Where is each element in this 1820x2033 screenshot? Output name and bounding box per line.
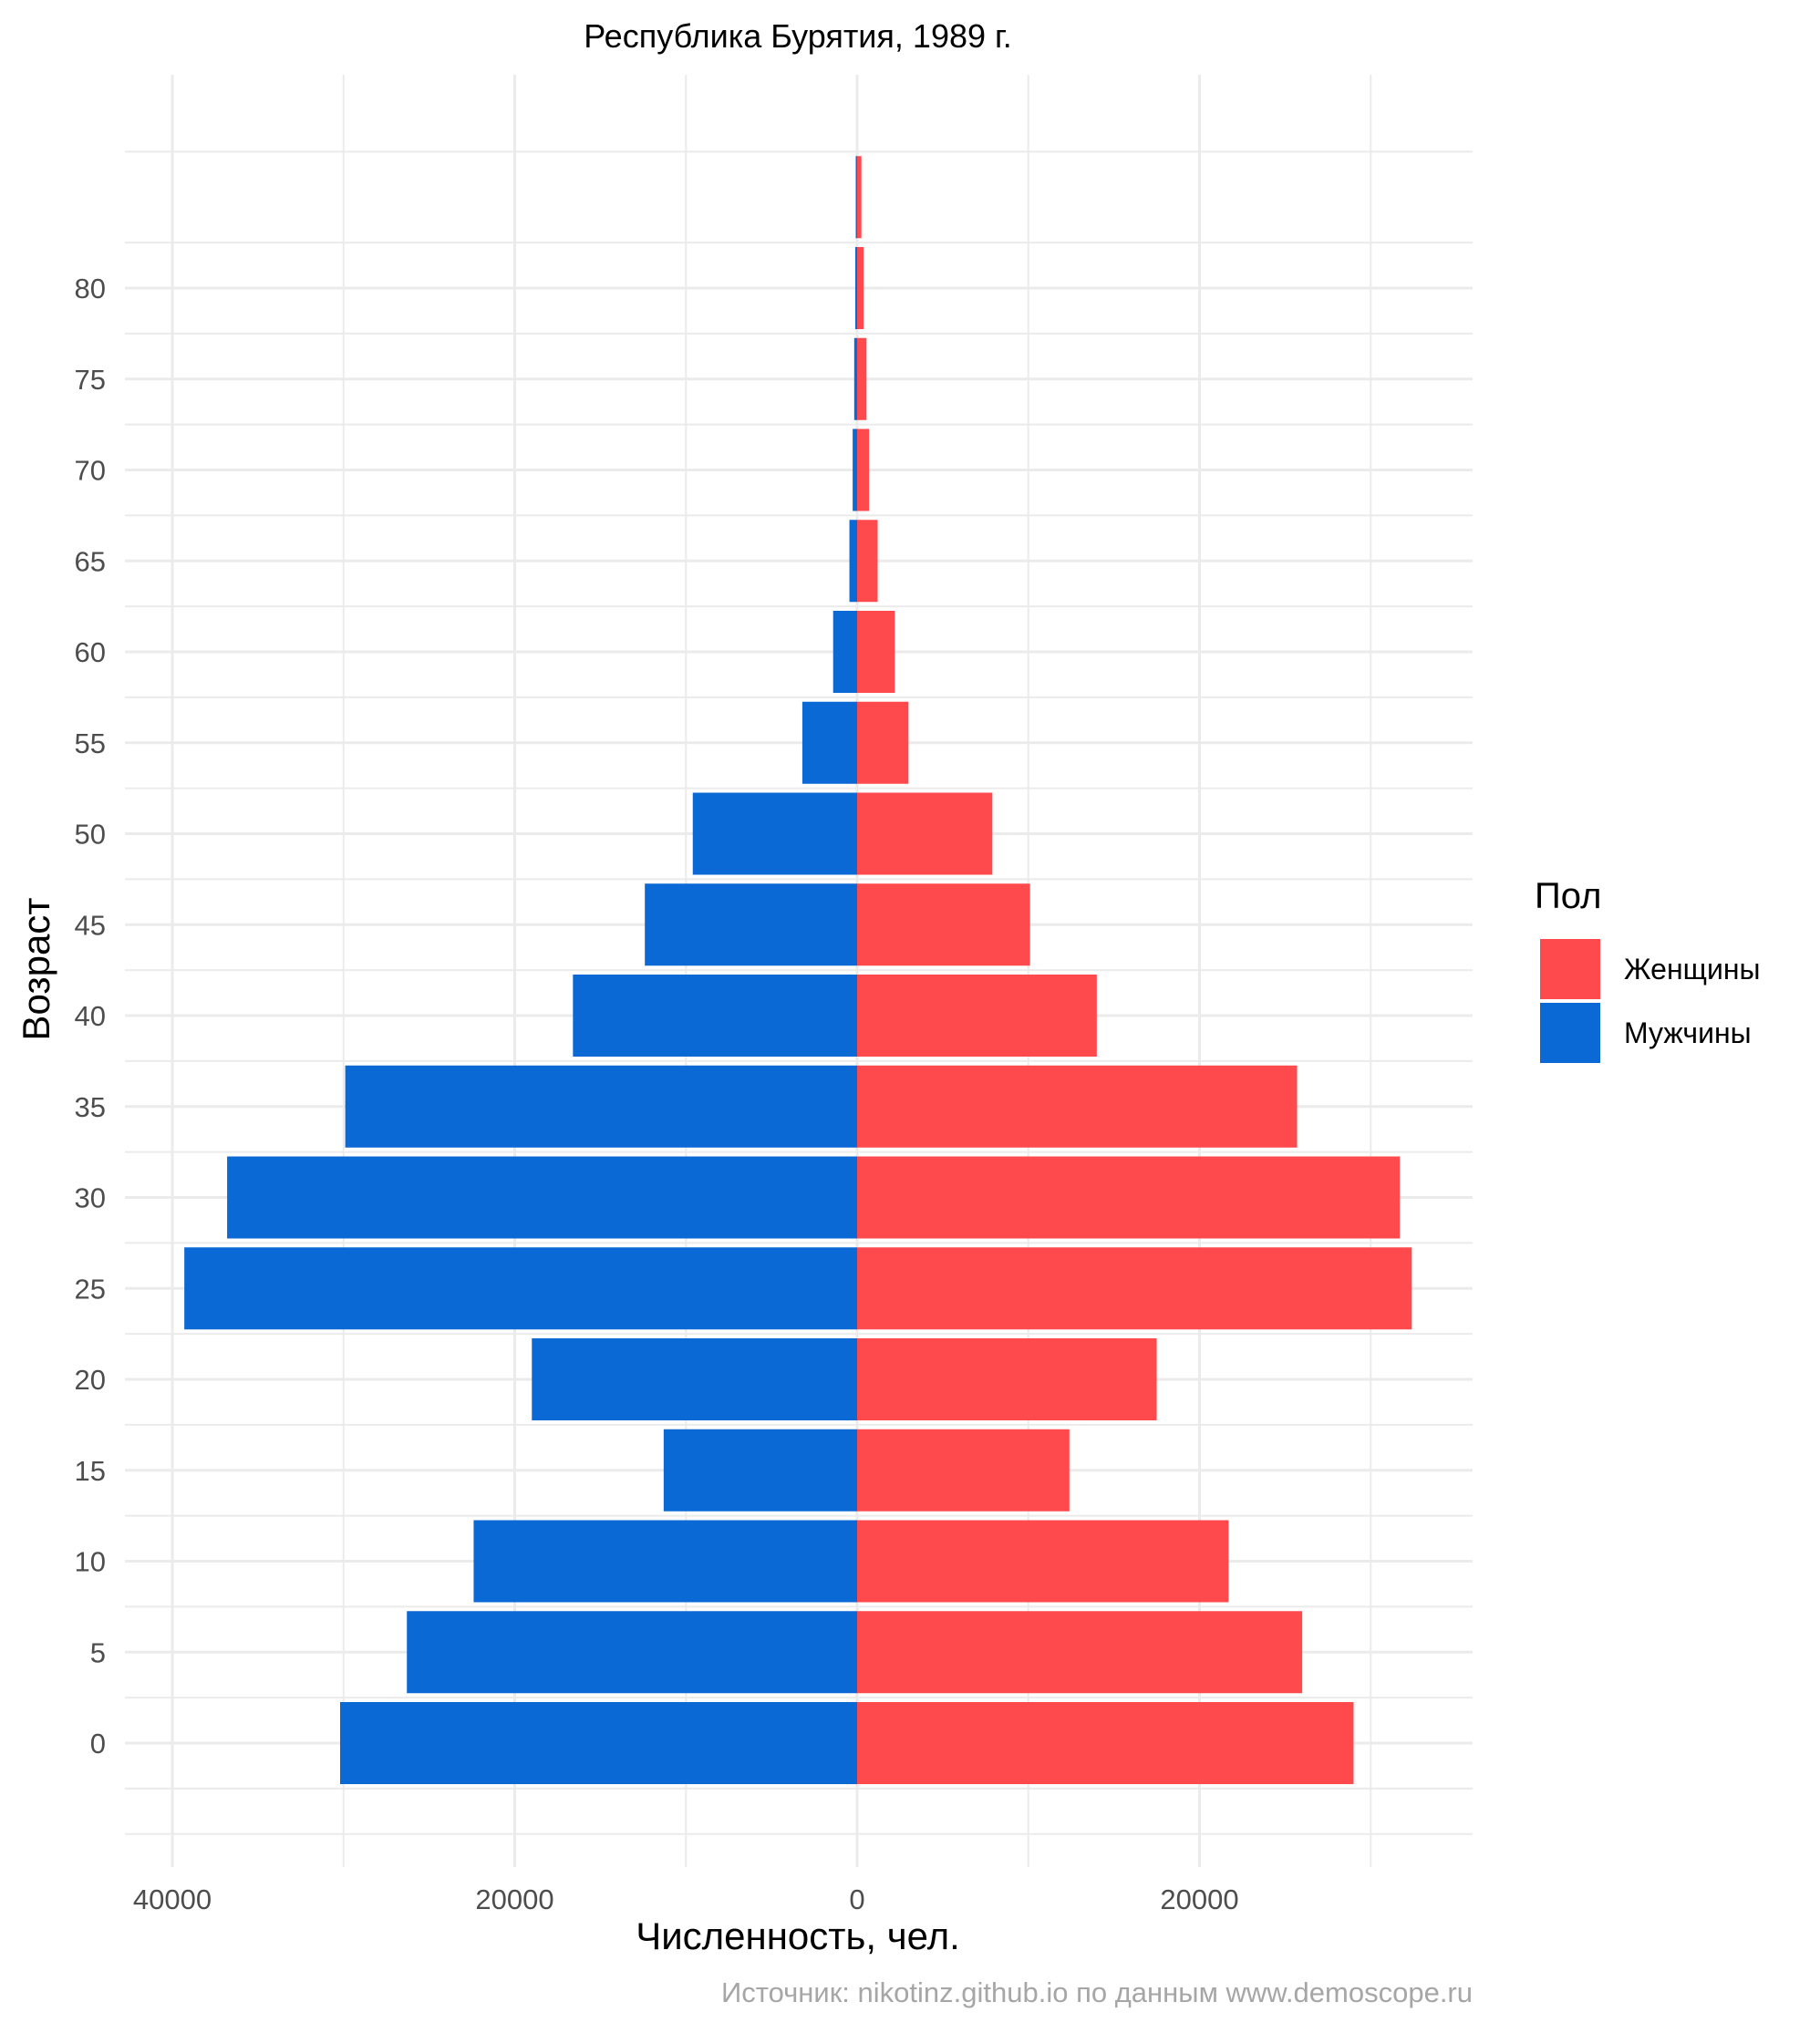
bars-layer: [184, 156, 1412, 1784]
bar-female-age-0: [857, 1702, 1354, 1784]
bar-female-age-40: [857, 975, 1097, 1057]
chart-caption: Источник: nikotinz.github.io по данным w…: [721, 1976, 1473, 2008]
bar-male-age-10: [473, 1520, 857, 1603]
y-tick-label: 45: [75, 909, 106, 941]
bar-female-age-55: [857, 701, 909, 784]
bar-male-age-20: [532, 1338, 857, 1420]
y-tick-label: 20: [75, 1364, 106, 1396]
bar-male-age-50: [692, 792, 857, 875]
bar-female-age-45: [857, 883, 1030, 966]
y-tick-label: 70: [75, 455, 106, 487]
y-tick-label: 30: [75, 1182, 106, 1214]
y-tick-label: 15: [75, 1455, 106, 1487]
bar-female-age-85: [857, 156, 862, 239]
bar-male-age-80: [854, 247, 857, 329]
y-axis-title: Возраст: [15, 897, 57, 1040]
y-tick-label: 35: [75, 1091, 106, 1123]
bar-male-age-5: [407, 1611, 857, 1694]
bar-male-age-55: [801, 701, 857, 784]
bar-female-age-10: [857, 1520, 1229, 1603]
chart-title: Республика Бурятия, 1989 г.: [584, 17, 1012, 55]
bar-male-age-60: [832, 611, 857, 693]
bar-male-age-40: [573, 975, 857, 1057]
y-tick-label: 10: [75, 1546, 106, 1578]
y-tick-label: 65: [75, 545, 106, 577]
bar-female-age-65: [857, 520, 878, 603]
bar-female-age-20: [857, 1338, 1157, 1420]
legend-key-female: [1540, 939, 1600, 999]
y-tick-label: 60: [75, 636, 106, 668]
bar-female-age-80: [857, 247, 864, 329]
x-axis-title: Численность, чел.: [636, 1914, 960, 1957]
bar-female-age-75: [857, 337, 867, 420]
bar-male-age-30: [227, 1156, 857, 1239]
bar-female-age-70: [857, 428, 870, 511]
bar-male-age-15: [663, 1429, 857, 1512]
bar-female-age-25: [857, 1247, 1412, 1330]
bar-female-age-15: [857, 1429, 1070, 1512]
y-tick-label: 25: [75, 1273, 106, 1305]
legend-key-male: [1540, 1003, 1600, 1063]
y-tick-label: 55: [75, 728, 106, 759]
bar-male-age-85: [855, 156, 857, 239]
x-tick-label: 40000: [133, 1883, 212, 1915]
bar-male-age-35: [345, 1065, 857, 1148]
bar-male-age-0: [339, 1702, 857, 1784]
legend-title: Пол: [1535, 876, 1601, 916]
y-tick-label: 75: [75, 364, 106, 396]
bar-male-age-70: [853, 428, 857, 511]
bar-male-age-75: [853, 337, 857, 420]
y-tick-label: 50: [75, 819, 106, 851]
bar-female-age-35: [857, 1065, 1298, 1148]
bar-male-age-45: [645, 883, 857, 966]
bar-female-age-30: [857, 1156, 1401, 1239]
x-tick-label: 0: [849, 1883, 864, 1915]
x-tick-label: 20000: [1160, 1883, 1238, 1915]
y-tick-label: 0: [90, 1728, 106, 1760]
bar-female-age-60: [857, 611, 895, 693]
bar-female-age-5: [857, 1611, 1303, 1694]
legend: Женщины Мужчины: [1540, 939, 1761, 1063]
legend-label-female: Женщины: [1624, 953, 1761, 986]
y-tick-label: 80: [75, 273, 106, 304]
legend-label-male: Мужчины: [1624, 1016, 1752, 1049]
x-tick-label: 20000: [475, 1883, 553, 1915]
y-tick-label: 5: [90, 1636, 106, 1668]
bar-male-age-65: [849, 520, 857, 603]
axis-layer: 40000 20000 0 20000 0 5 10 15 20 25 30 35 40 45 50 55 60…: [75, 273, 1239, 1915]
y-tick-label: 40: [75, 1000, 106, 1032]
bar-male-age-25: [184, 1247, 857, 1330]
bar-female-age-50: [857, 792, 993, 875]
